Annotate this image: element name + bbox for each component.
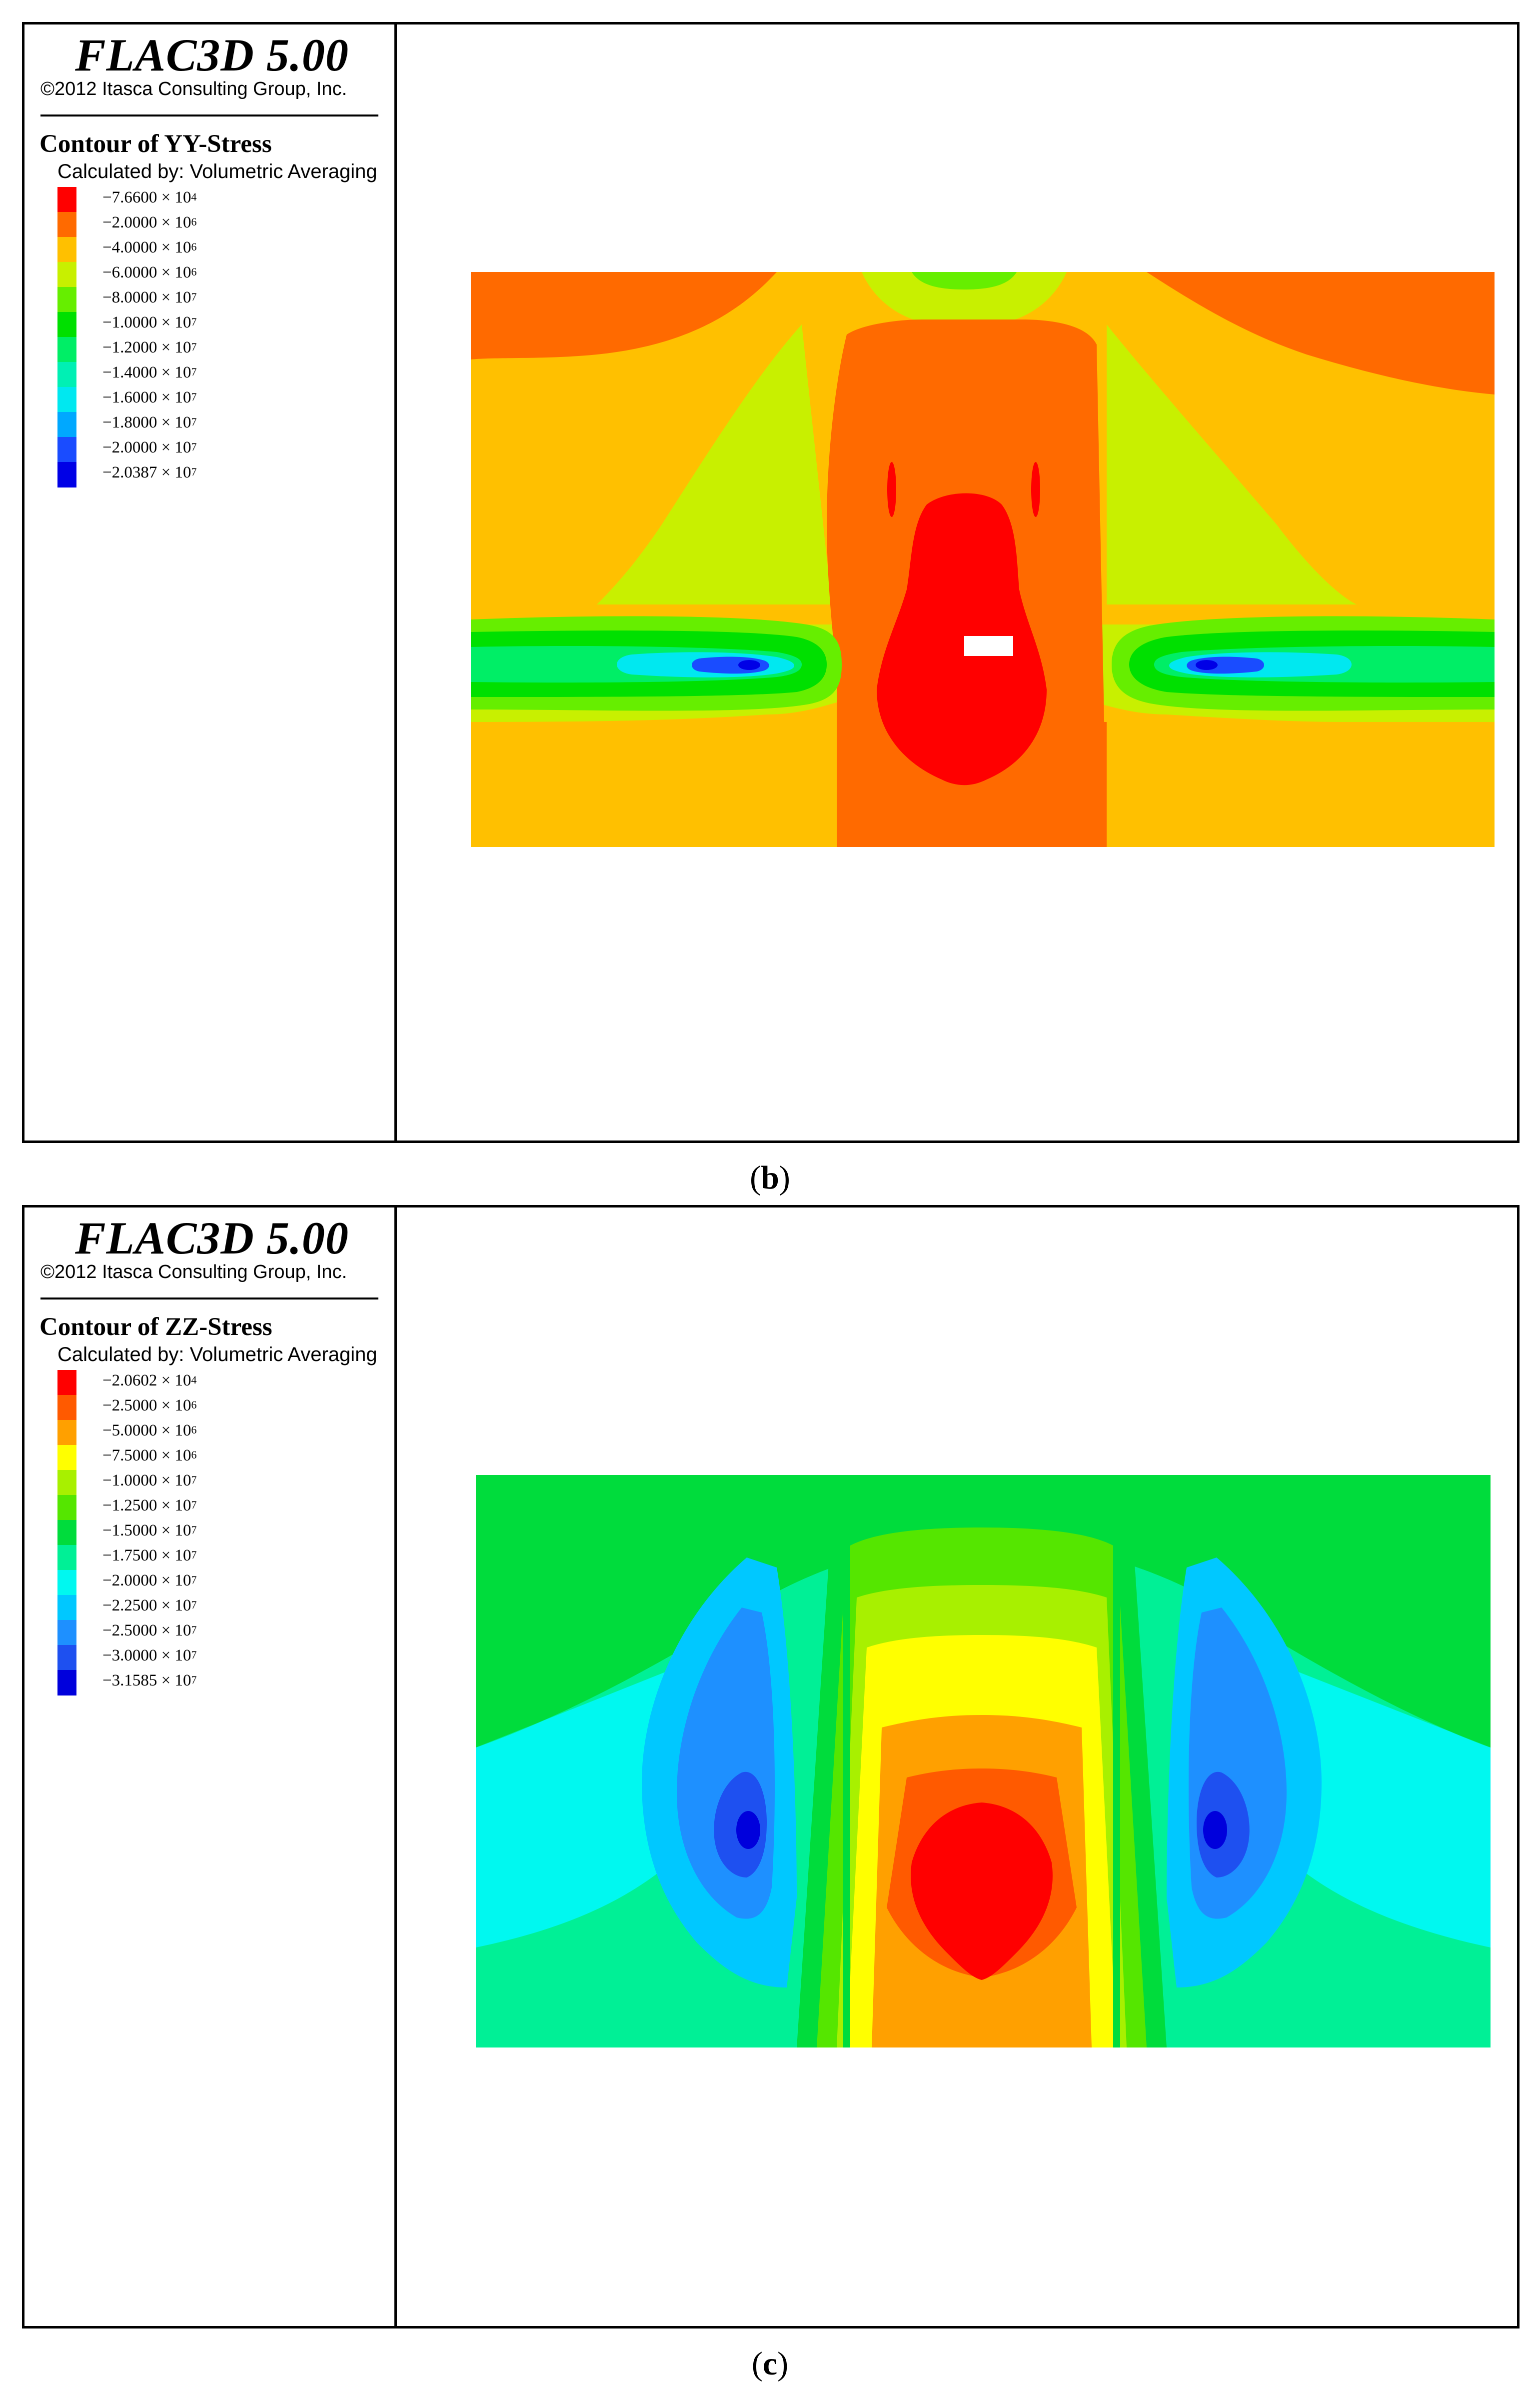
- legend-label: −1.2500 × 107: [102, 1496, 197, 1514]
- legend-label: −3.0000 × 107: [102, 1646, 197, 1664]
- legend-swatch: [57, 1645, 76, 1670]
- caption-b: (b): [750, 1160, 790, 1196]
- legend-label: −6.0000 × 106: [102, 264, 197, 282]
- legend-label: −1.0000 × 107: [102, 1472, 197, 1490]
- contour-band-top-left: [471, 272, 777, 360]
- legend-label: −2.0000 × 107: [102, 438, 197, 456]
- contour-band-left-wing: [597, 324, 832, 604]
- legend-swatch: [57, 262, 76, 288]
- legend-swatch: [57, 1470, 76, 1496]
- contour-title: Contour of ZZ-Stress: [39, 1313, 272, 1341]
- legend-swatch: [57, 1420, 76, 1446]
- contour-band-red-core: [877, 493, 1047, 786]
- legend-swatch: [57, 387, 76, 412]
- contour-peak-right: [1203, 1811, 1227, 1849]
- legend-label: −2.5000 × 106: [102, 1396, 197, 1414]
- zz-stress-contour-plot: [476, 1475, 1491, 2048]
- panel-yy-stress: FLAC3D 5.00 ©2012 Itasca Consulting Grou…: [22, 22, 1520, 1143]
- legend-swatch: [57, 362, 76, 388]
- legend-label: −1.4000 × 107: [102, 364, 197, 382]
- contour-plot-area: [397, 1208, 1517, 2326]
- legend-swatch: [57, 1595, 76, 1620]
- contour-plot-area: [397, 24, 1517, 1140]
- legend-swatch: [57, 337, 76, 362]
- legend-swatch: [57, 1445, 76, 1470]
- legend-swatch: [57, 1570, 76, 1596]
- legend-swatch: [57, 1520, 76, 1546]
- legend-swatch: [57, 187, 76, 212]
- contour-band-top-right: [1147, 272, 1495, 394]
- legend-swatch: [57, 1370, 76, 1396]
- legend-label: −2.0602 × 104: [102, 1372, 197, 1390]
- legend-swatch: [57, 462, 76, 488]
- roadway-opening: [964, 636, 1013, 656]
- legend-label: −2.0387 × 107: [102, 464, 197, 482]
- legend-swatch: [57, 1395, 76, 1420]
- legend-swatch: [57, 1545, 76, 1570]
- legend-label: −1.0000 × 107: [102, 314, 197, 332]
- column-edge-right: [1113, 1528, 1120, 2048]
- contour-band-right-wing: [1107, 324, 1357, 604]
- contour-band-lower-right: [1107, 722, 1495, 847]
- contour-band-top: [476, 1475, 1491, 1748]
- legend-label: −1.6000 × 107: [102, 388, 197, 406]
- divider: [40, 114, 378, 116]
- app-title: FLAC3D 5.00: [75, 30, 349, 80]
- legend-swatch: [57, 1620, 76, 1646]
- contour-band-top-center-core: [912, 272, 1017, 290]
- legend-label: −1.2000 × 107: [102, 338, 197, 356]
- caption-c: (c): [751, 2346, 789, 2382]
- contour-band-top-center: [862, 272, 1067, 322]
- column-edge-left: [843, 1528, 850, 2048]
- copyright-text: ©2012 Itasca Consulting Group, Inc.: [40, 1262, 347, 1282]
- legend-swatch: [57, 437, 76, 462]
- contour-column-red-core: [911, 1802, 1053, 1980]
- legend-label: −4.0000 × 106: [102, 238, 197, 256]
- contour-band-lower-left: [471, 722, 851, 847]
- legend-label: −1.8000 × 107: [102, 414, 197, 432]
- calculation-method: Calculated by: Volumetric Averaging: [57, 1344, 377, 1366]
- legend-label: −3.1585 × 107: [102, 1672, 197, 1690]
- panel-zz-stress: FLAC3D 5.00 ©2012 Itasca Consulting Grou…: [22, 1205, 1520, 2328]
- contour-title: Contour of YY-Stress: [39, 130, 272, 158]
- legend-pane: FLAC3D 5.00 ©2012 Itasca Consulting Grou…: [24, 24, 397, 1140]
- legend-label: −2.5000 × 107: [102, 1622, 197, 1640]
- copyright-text: ©2012 Itasca Consulting Group, Inc.: [40, 78, 347, 100]
- legend-swatch: [57, 237, 76, 262]
- legend-label: −1.5000 × 107: [102, 1522, 197, 1540]
- seam-peak-left: [738, 660, 760, 670]
- legend-label: −7.6600 × 104: [102, 188, 197, 206]
- contour-sliver-right: [1031, 462, 1040, 517]
- contour-sliver-left: [887, 462, 896, 517]
- legend-label: −2.2500 × 107: [102, 1596, 197, 1614]
- seam-peak-right: [1196, 660, 1218, 670]
- legend-swatch: [57, 1495, 76, 1520]
- legend-label: −5.0000 × 106: [102, 1422, 197, 1440]
- legend-label: −2.0000 × 106: [102, 214, 197, 232]
- app-title: FLAC3D 5.00: [75, 1212, 349, 1264]
- legend-swatch: [57, 312, 76, 338]
- contour-peak-left: [736, 1811, 760, 1849]
- legend-swatch: [57, 1670, 76, 1696]
- legend-pane: FLAC3D 5.00 ©2012 Itasca Consulting Grou…: [24, 1208, 397, 2326]
- legend-label: −1.7500 × 107: [102, 1546, 197, 1564]
- legend-label: −2.0000 × 107: [102, 1572, 197, 1590]
- legend-swatch: [57, 287, 76, 312]
- yy-stress-contour-plot: [471, 272, 1495, 847]
- legend-label: −8.0000 × 107: [102, 288, 197, 306]
- legend-swatch: [57, 212, 76, 238]
- legend-swatch: [57, 412, 76, 438]
- calculation-method: Calculated by: Volumetric Averaging: [57, 160, 377, 182]
- legend-label: −7.5000 × 106: [102, 1446, 197, 1464]
- divider: [40, 1298, 378, 1300]
